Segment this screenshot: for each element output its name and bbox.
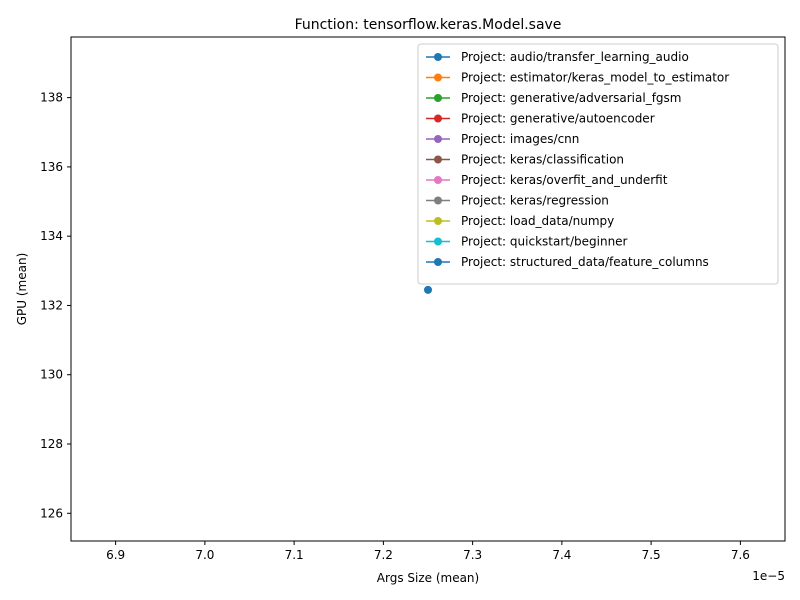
legend-entry: Project: keras/regression: [461, 194, 609, 208]
legend-swatch-marker: [434, 73, 442, 82]
y-axis-ticks: 126 128 130 132 134 136 138: [40, 91, 71, 520]
x-tick-label: 7.2: [374, 548, 393, 562]
legend-entry: Project: keras/overfit_and_underfit: [461, 173, 668, 187]
plot-marks: [424, 285, 432, 294]
data-point: [424, 285, 432, 294]
y-tick-label: 132: [40, 298, 63, 312]
legend-swatch-marker: [434, 217, 442, 225]
legend-frame: [417, 43, 779, 285]
y-tick-label: 128: [40, 437, 63, 451]
plot-area-frame: [70, 36, 786, 542]
legend-entry: Project: load_data/numpy: [461, 214, 614, 228]
legend-swatch-marker: [434, 53, 442, 61]
x-tick-label: 7.3: [463, 548, 482, 562]
legend-entry: Project: audio/transfer_learning_audio: [461, 50, 689, 64]
x-tick-label: 7.5: [642, 548, 661, 562]
y-tick-label: 134: [40, 229, 63, 243]
x-tick-label: 7.4: [552, 548, 571, 562]
legend-swatch-marker: [434, 155, 442, 164]
y-axis-label: GPU (mean): [15, 253, 29, 326]
legend-entry: Project: images/cnn: [461, 132, 579, 146]
x-tick-label: 7.1: [285, 548, 304, 562]
legend-swatch-marker: [434, 196, 442, 205]
legend-swatch-marker: [434, 135, 442, 143]
x-axis-label: Args Size (mean): [377, 571, 479, 585]
legend-entry: Project: generative/autoencoder: [461, 112, 655, 126]
x-axis-offset-label: 1e−5: [752, 569, 785, 583]
legend-swatch-marker: [434, 258, 442, 266]
legend-entry: Project: quickstart/beginner: [461, 235, 628, 249]
legend-entry: Project: estimator/keras_model_to_estima…: [461, 71, 729, 85]
legend-entry: Project: structured_data/feature_columns: [461, 255, 709, 269]
y-tick-label: 138: [40, 91, 63, 105]
legend-swatch-marker: [434, 237, 442, 246]
x-axis-ticks: 6.9 7.0 7.1 7.2 7.3 7.4 7.5 7.6: [106, 541, 750, 562]
chart-title: Function: tensorflow.keras.Model.save: [295, 17, 562, 33]
legend-swatch-marker: [434, 114, 442, 123]
y-tick-label: 126: [40, 506, 63, 520]
x-tick-label: 7.6: [731, 548, 750, 562]
legend-swatch-marker: [434, 94, 442, 102]
legend: Project: audio/transfer_learning_audio Pr…: [417, 43, 779, 285]
legend-entry: Project: generative/adversarial_fgsm: [461, 91, 682, 105]
legend-swatch-marker: [434, 176, 442, 184]
y-tick-label: 130: [40, 368, 63, 382]
x-tick-label: 7.0: [195, 548, 214, 562]
y-tick-label: 136: [40, 160, 63, 174]
x-tick-label: 6.9: [106, 548, 125, 562]
legend-entry: Project: keras/classification: [461, 153, 624, 167]
